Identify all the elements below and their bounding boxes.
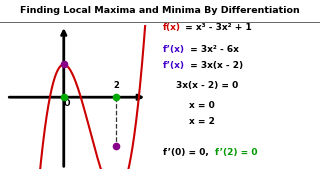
Text: O: O bbox=[64, 99, 70, 108]
Text: x = 2: x = 2 bbox=[189, 117, 215, 126]
Text: f’(0) = 0,: f’(0) = 0, bbox=[163, 148, 212, 157]
Text: x = 0: x = 0 bbox=[189, 101, 214, 110]
Text: f’(x): f’(x) bbox=[163, 61, 185, 70]
Text: = x³ - 3x² + 1: = x³ - 3x² + 1 bbox=[182, 23, 252, 32]
Text: 3x(x - 2) = 0: 3x(x - 2) = 0 bbox=[176, 81, 238, 90]
Text: = 3x² - 6x: = 3x² - 6x bbox=[187, 45, 238, 54]
Text: = 3x(x - 2): = 3x(x - 2) bbox=[187, 61, 243, 70]
Text: 2: 2 bbox=[113, 81, 119, 90]
Text: f’(2) = 0: f’(2) = 0 bbox=[215, 148, 257, 157]
Text: f’(x): f’(x) bbox=[163, 45, 185, 54]
Text: f(x): f(x) bbox=[163, 23, 181, 32]
Text: Finding Local Maxima and Minima By Differentiation: Finding Local Maxima and Minima By Diffe… bbox=[20, 6, 300, 15]
